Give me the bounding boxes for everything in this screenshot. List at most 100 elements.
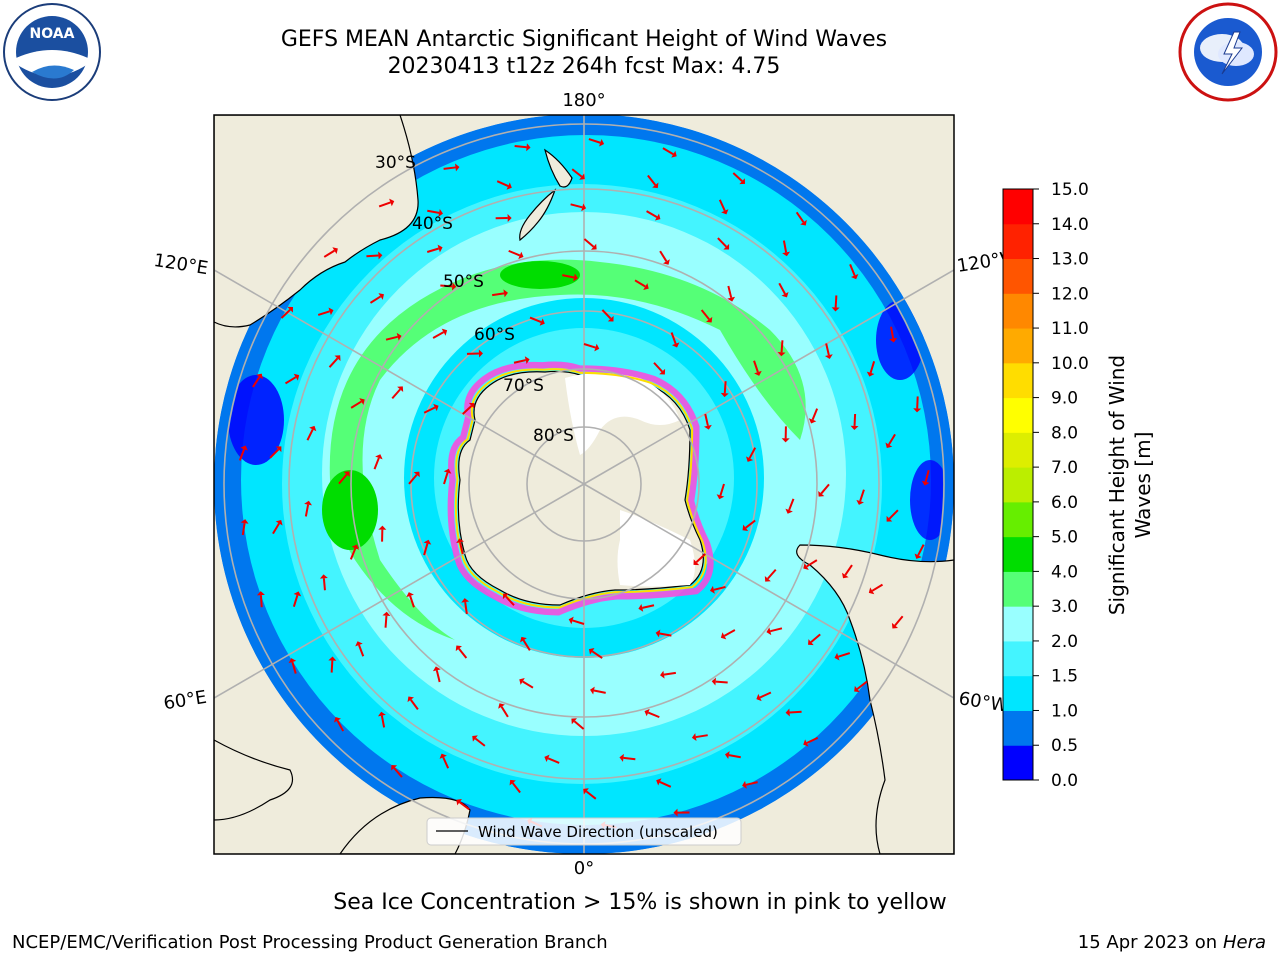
wave-arrow-head [590,686,595,695]
wave-arrow-shaft [623,756,636,761]
wave-arrow-shaft [723,381,727,394]
colorbar-tick-label: 4.0 [1051,562,1078,582]
wave-arrow-shaft [358,644,365,657]
colorbar-tick-label: 14.0 [1051,215,1089,235]
wave-arrow-head [746,456,754,462]
wave-arrow-shaft [646,210,658,218]
wave-arrow-head [377,711,386,717]
wave-arrow-shaft [715,680,728,684]
wave-arrow-shaft [426,247,440,253]
wave-arrow-head [455,163,460,172]
wave-arrow-shaft [492,292,505,297]
sea-ice-caption: Sea Ice Concentration > 15% is shown in … [333,890,947,915]
wave-arrow-shaft [748,447,757,459]
nws-logo [1178,2,1278,102]
wave-arrow-shaft [888,509,899,520]
wave-arrow-head [539,318,545,326]
wave-arrow-head [850,273,859,280]
wave-arrow-shaft [409,595,415,608]
wave-arrow-head [256,373,263,380]
wave-arrow-shaft [591,650,603,659]
wave-arrow-head [739,178,746,185]
wave-arrow-shaft [745,781,758,786]
wave-arrow-head [781,291,789,298]
wave-arrow-shaft [280,309,291,319]
wave-arrow-head [351,544,360,550]
wave-arrow-head [720,392,729,398]
wave-arrow-shaft [717,237,727,248]
wave-arrow-shaft [834,295,838,308]
wave-arrow-head [824,354,833,360]
wave-arrow-head [378,293,384,300]
wave-arrow-shaft [496,180,509,188]
wave-arrow-head [891,622,899,629]
wave-arrow-shaft [642,604,655,609]
wave-arrow-shaft [432,331,445,339]
wave-arrow-shaft [583,238,595,248]
colorbar-segment [1003,189,1033,225]
wave-arrow-shaft [782,240,788,253]
lat-label-50s: 50°S [443,272,484,292]
wave-arrow-shaft [593,689,606,694]
footer-branch: NCEP/EMC/Verification Post Processing Pr… [12,932,608,953]
wave-arrow-head [334,355,341,361]
colorbar-tick-label: 1.0 [1051,701,1078,721]
wave-arrow-head [472,735,478,742]
wave-arrow-head [660,670,665,679]
arrow-legend: Wind Wave Direction (unscaled) [426,817,742,846]
wave-arrow-shaft [888,433,896,446]
wave-arrow-shaft [853,413,857,427]
wave-arrow-head [590,243,597,250]
wave-arrow-head [588,648,595,655]
wave-arrow-shaft [780,340,784,353]
wave-arrow-head [742,524,749,532]
wave-arrow-shaft [322,578,326,591]
wave-arrow-head [886,515,893,522]
wave-arrow-head [309,425,317,432]
wave-arrow-shaft [869,361,876,374]
lat-label-70s: 70°S [503,376,544,396]
wave-arrow-head [856,499,864,505]
wave-arrow-head [777,352,786,357]
wave-arrow-shaft [695,553,706,563]
wave-arrow-head [439,753,447,759]
wave-arrow-shaft [350,400,362,409]
wave-arrow-shaft [291,661,297,674]
wave-arrow-shaft [838,652,851,658]
wave-arrow-shaft [859,489,865,502]
wave-arrow-shaft [373,457,380,470]
wave-arrow-shaft [653,362,663,373]
wave-arrow-head [782,251,791,257]
wave-arrow-head [503,289,508,298]
colorbar-tick-label: 7.0 [1051,458,1078,478]
wave-arrow-head [343,471,350,478]
wave-arrow-head [803,739,809,747]
wave-arrow-head [652,182,659,189]
wave-arrow-shaft [284,376,297,385]
wave-arrow-shaft [659,632,672,637]
wave-arrow-shaft [292,594,299,607]
wave-arrow-head [328,656,337,661]
colorbar-border [1002,188,1034,781]
wave-arrow-shaft [583,343,596,349]
wave-arrow-shaft [806,559,818,568]
wave-arrow-head [607,315,614,322]
wave-arrow-head [673,808,678,817]
wave-arrow-shaft [304,504,310,517]
colorbar-segment [1003,606,1033,642]
lon-label-0: 0° [574,858,594,879]
wave-arrow-shaft [323,249,335,258]
colorbar-tick-label: 8.0 [1051,423,1078,443]
wave-arrow-shaft [704,413,709,426]
wave-arrow-head [803,563,809,570]
colorbar-tick-label: 0.0 [1051,771,1078,791]
wave-arrow-head [389,198,395,207]
wave-arrow-head [568,616,574,625]
lat-label-30s: 30°S [375,153,416,173]
wave-arrow-shaft [349,547,357,560]
colorbar-segment [1003,501,1033,538]
wave-arrow-head [461,598,470,603]
wave-arrow-shaft [427,209,440,214]
wave-arrow-head [671,150,677,158]
wave-arrow-head [655,629,661,638]
